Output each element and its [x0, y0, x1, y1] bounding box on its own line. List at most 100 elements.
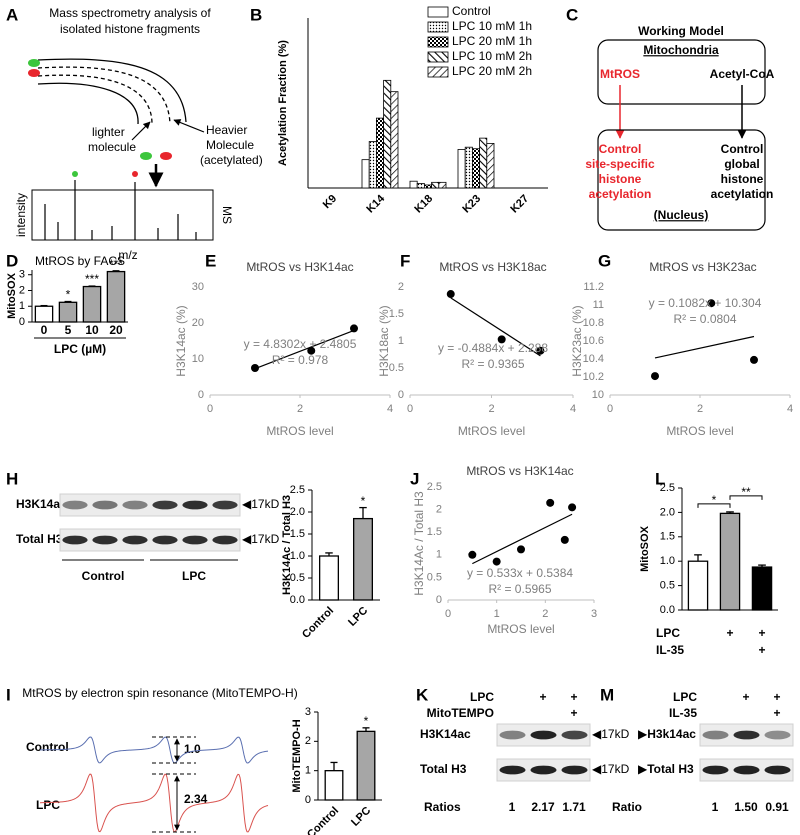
bar — [719, 512, 741, 611]
blot-band — [499, 765, 526, 775]
point — [707, 299, 716, 308]
ratio-value: 0.91 — [765, 800, 789, 814]
point — [307, 346, 316, 355]
point — [651, 372, 659, 381]
y-tick-label: 3 — [19, 269, 25, 281]
panel-letter: F — [400, 251, 410, 270]
blot-band — [182, 535, 208, 545]
y-tick-label: 0.5 — [427, 571, 442, 583]
row-label: H3K14ac — [420, 727, 471, 741]
point — [560, 535, 569, 544]
size-label: ◀17kD — [592, 762, 630, 776]
x-tick-label: Control — [300, 605, 336, 641]
blot-band — [764, 730, 791, 740]
y-tick-label: 10 — [192, 353, 204, 365]
size-label: ◀17kD — [242, 497, 280, 511]
x-axis-label: MtROS level — [487, 622, 554, 636]
significance-bracket — [729, 495, 763, 500]
y-tick-label: 2.0 — [290, 506, 305, 518]
x-tick-label: K14 — [364, 192, 387, 215]
panel-letter: M — [600, 685, 614, 704]
x-tick-label: 0 — [607, 403, 613, 415]
condition-label: LPC — [656, 626, 680, 640]
bar — [383, 79, 392, 189]
r-squared: R² = 0.5965 — [488, 582, 551, 596]
y-tick-label: 1 — [19, 300, 25, 312]
bar — [82, 285, 102, 323]
significance-label: *** — [109, 257, 123, 271]
bar — [368, 141, 377, 189]
y-tick-label: 0.5 — [389, 362, 404, 374]
x-tick-label: 5 — [65, 323, 72, 337]
y-tick-label: 0 — [305, 794, 311, 806]
row-label: LPC — [36, 798, 60, 812]
x-tick-label: K23 — [460, 193, 483, 216]
x-tick-label: 2 — [542, 608, 548, 620]
bar — [457, 149, 466, 189]
panel-letter: G — [598, 251, 611, 270]
blot-background — [59, 528, 241, 552]
flight-path — [37, 58, 187, 123]
blot-band — [62, 535, 88, 545]
blot-band — [122, 535, 148, 545]
significance-label: * — [364, 714, 369, 728]
y-tick-label: 2.5 — [427, 481, 442, 493]
blot-band — [561, 730, 588, 740]
outcome: Control — [599, 142, 642, 156]
y-axis-label: H3K23ac (%) — [570, 305, 584, 376]
panel-letter: D — [6, 251, 18, 270]
panel-k-blot: H3K14ac Total H3 ◀17kD ◀17kD Ratios — [420, 727, 630, 814]
y-tick-label: 2.5 — [660, 482, 675, 494]
x-tick-label: 10 — [85, 323, 99, 337]
legend-swatch — [427, 6, 449, 18]
point — [446, 290, 455, 299]
group-label: Control — [82, 569, 125, 583]
y-tick-label: 0.5 — [660, 580, 675, 592]
bar — [471, 148, 480, 189]
y-tick-label: 0 — [398, 389, 404, 401]
panel-letter: E — [205, 251, 216, 270]
y-tick-label: 1.5 — [427, 526, 442, 538]
y-tick-label: 2 — [305, 735, 311, 747]
bar — [352, 517, 373, 601]
bar — [416, 183, 425, 189]
box-label: Mitochondria — [643, 43, 719, 57]
flight-path — [37, 74, 153, 125]
ratio-value: 1.71 — [562, 800, 586, 814]
equation: y = -0.4884x + 2.288 — [438, 341, 548, 355]
heavy-molecule — [160, 152, 172, 160]
y-tick-label: 2.0 — [660, 506, 675, 518]
blot-band — [62, 500, 88, 510]
r-squared: R² = 0.0804 — [673, 312, 736, 326]
row-label: H3K14ac — [16, 497, 67, 511]
y-tick-label: 2.5 — [290, 484, 305, 496]
point — [546, 498, 555, 507]
blot-band — [702, 730, 729, 740]
x-axis-label: MtROS level — [266, 424, 333, 438]
x-tick-label: K18 — [412, 193, 435, 216]
panel-letter: K — [416, 685, 429, 704]
condition-mark: + — [773, 690, 780, 704]
y-tick-label: 2 — [398, 281, 404, 293]
pointer-arrow — [131, 121, 151, 141]
bar — [751, 566, 773, 611]
blot-band — [733, 730, 760, 740]
outcome: global — [724, 157, 759, 171]
blot-band — [182, 500, 208, 510]
y-tick-label: 10.4 — [583, 353, 604, 365]
legend-label: LPC 10 mM 1h — [452, 19, 532, 33]
legend-swatch — [427, 36, 449, 48]
x-tick-label: 2 — [488, 403, 494, 415]
y-tick-label: 2 — [19, 284, 25, 296]
y-tick-label: 10.2 — [583, 371, 604, 383]
light-molecule — [28, 59, 40, 67]
y-tick-label: 0 — [198, 389, 204, 401]
label: molecule — [88, 140, 136, 154]
y-tick-label: 3 — [305, 706, 311, 718]
bar — [479, 137, 488, 189]
panel-c: Working Model Mitochondria MtROS Acetyl-… — [585, 24, 775, 231]
light-molecule — [140, 152, 152, 160]
y-tick-label: 30 — [192, 281, 204, 293]
legend-label: LPC 20 mM 1h — [452, 34, 532, 48]
condition-mark: + — [742, 690, 749, 704]
